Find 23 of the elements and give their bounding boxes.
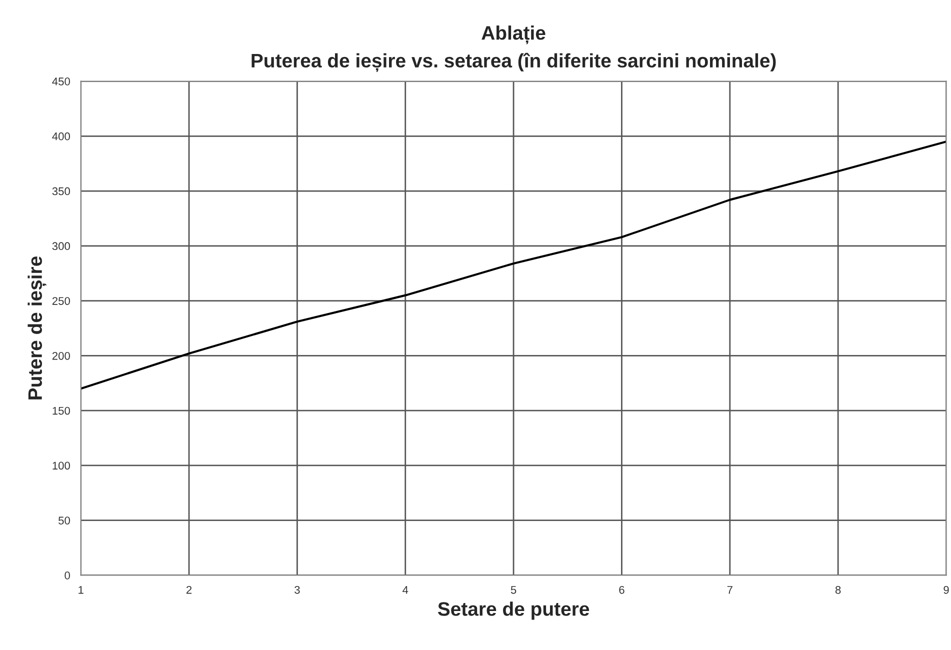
y-tick-label: 200 xyxy=(52,352,70,360)
y-axis-title: Putere de ieșire xyxy=(28,256,46,400)
line-series xyxy=(80,140,946,390)
y-tick-label: 250 xyxy=(52,297,70,305)
y-tick-label: 50 xyxy=(58,516,70,524)
y-tick-label: 0 xyxy=(64,572,70,580)
x-tick-label: 5 xyxy=(510,586,516,594)
y-tick-label: 150 xyxy=(52,406,70,415)
y-tick-label: 300 xyxy=(52,242,70,250)
y-tick-label: 350 xyxy=(52,187,70,196)
x-tick-label: 7 xyxy=(727,586,732,594)
x-tick-label: 2 xyxy=(186,586,192,594)
y-tick-label: 450 xyxy=(52,78,70,86)
x-tick-label: 1 xyxy=(78,586,84,594)
x-tick-label: 8 xyxy=(835,586,841,594)
y-tick-label: 100 xyxy=(52,462,70,470)
x-tick-label: 6 xyxy=(619,586,624,594)
y-tick-label: 400 xyxy=(52,132,70,140)
x-axis-title: Setare de putere xyxy=(438,602,590,620)
x-tick-label: 4 xyxy=(402,586,408,594)
x-tick-label: 3 xyxy=(294,586,300,594)
chart-title: Ablație Puterea de ieșire vs. setarea (în diferite sarcini nominale) xyxy=(252,26,776,72)
x-tick-label: 9 xyxy=(944,586,949,594)
